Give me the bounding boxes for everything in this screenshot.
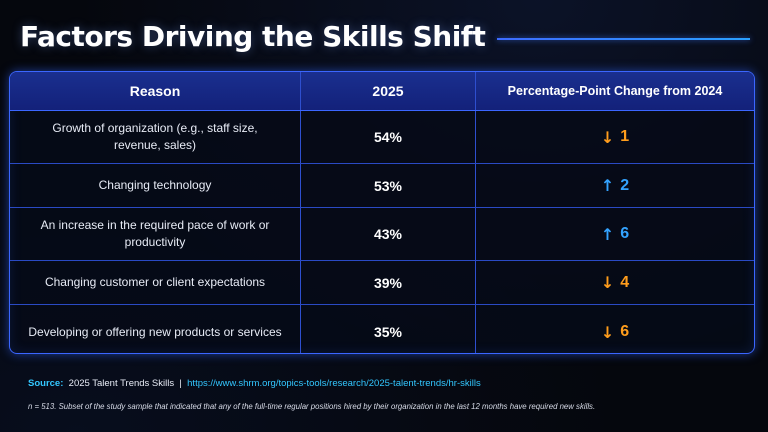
change-value: 2 bbox=[620, 176, 630, 194]
change-indicator: ↓ 4 bbox=[601, 273, 629, 292]
source-line: Source: 2025 Talent Trends Skills | http… bbox=[28, 378, 481, 389]
reason-cell: Changing technology bbox=[98, 178, 212, 192]
change-cell: ↓ 4 bbox=[475, 261, 754, 304]
table-body: Growth of organization (e.g., staff size… bbox=[10, 111, 754, 353]
header-change: Percentage-Point Change from 2024 bbox=[475, 72, 754, 110]
value-cell: 35% bbox=[300, 305, 475, 353]
change-cell: ↑ 2 bbox=[475, 164, 754, 207]
change-indicator: ↓ 6 bbox=[601, 323, 629, 342]
header-2025: 2025 bbox=[300, 72, 475, 110]
value-cell: 54% bbox=[300, 111, 475, 163]
change-indicator: ↓ 1 bbox=[601, 128, 629, 147]
value-cell: 39% bbox=[300, 261, 475, 304]
reason-cell: Changing customer or client expectations bbox=[44, 275, 266, 289]
page-title: Factors Driving the Skills Shift bbox=[20, 19, 486, 53]
table-header: Reason 2025 Percentage-Point Change from… bbox=[10, 72, 754, 111]
change-indicator: ↑ 2 bbox=[601, 176, 629, 195]
reason-cell: Growth of organization (e.g., staff size… bbox=[52, 121, 258, 152]
source-separator: | bbox=[179, 378, 182, 389]
table-row: An increase in the required pace of work… bbox=[10, 208, 754, 261]
reason-cell: An increase in the required pace of work… bbox=[40, 218, 270, 249]
title-row: Factors Driving the Skills Shift bbox=[20, 14, 750, 58]
header-reason: Reason bbox=[129, 83, 181, 99]
table-row: Growth of organization (e.g., staff size… bbox=[10, 111, 754, 164]
change-cell: ↓ 6 bbox=[475, 305, 754, 353]
change-value: 1 bbox=[620, 128, 630, 145]
table-row: Developing or offering new products or s… bbox=[10, 305, 754, 353]
footnote: n = 513. Subset of the study sample that… bbox=[28, 402, 596, 411]
value-cell: 53% bbox=[300, 164, 475, 207]
change-cell: ↓ 1 bbox=[475, 111, 754, 163]
arrow-up-icon: ↑ bbox=[600, 224, 615, 244]
table-row: Changing technology 53% ↑ 2 bbox=[10, 164, 754, 208]
arrow-down-icon: ↓ bbox=[600, 273, 615, 292]
arrow-down-icon: ↓ bbox=[600, 127, 615, 147]
change-value: 6 bbox=[620, 323, 630, 340]
arrow-up-icon: ↑ bbox=[600, 176, 615, 195]
table-row: Changing customer or client expectations… bbox=[10, 261, 754, 305]
arrow-down-icon: ↓ bbox=[600, 322, 615, 342]
source-link[interactable]: https://www.shrm.org/topics-tools/resear… bbox=[187, 378, 481, 389]
change-value: 4 bbox=[620, 273, 630, 291]
change-value: 6 bbox=[620, 225, 630, 242]
value-cell: 43% bbox=[300, 208, 475, 260]
source-text: 2025 Talent Trends Skills bbox=[68, 378, 175, 389]
data-table: Reason 2025 Percentage-Point Change from… bbox=[9, 71, 755, 354]
change-indicator: ↑ 6 bbox=[601, 225, 629, 244]
reason-cell: Developing or offering new products or s… bbox=[28, 324, 282, 339]
change-cell: ↑ 6 bbox=[475, 208, 754, 260]
source-label: Source: bbox=[28, 378, 64, 389]
title-underline bbox=[497, 38, 750, 40]
